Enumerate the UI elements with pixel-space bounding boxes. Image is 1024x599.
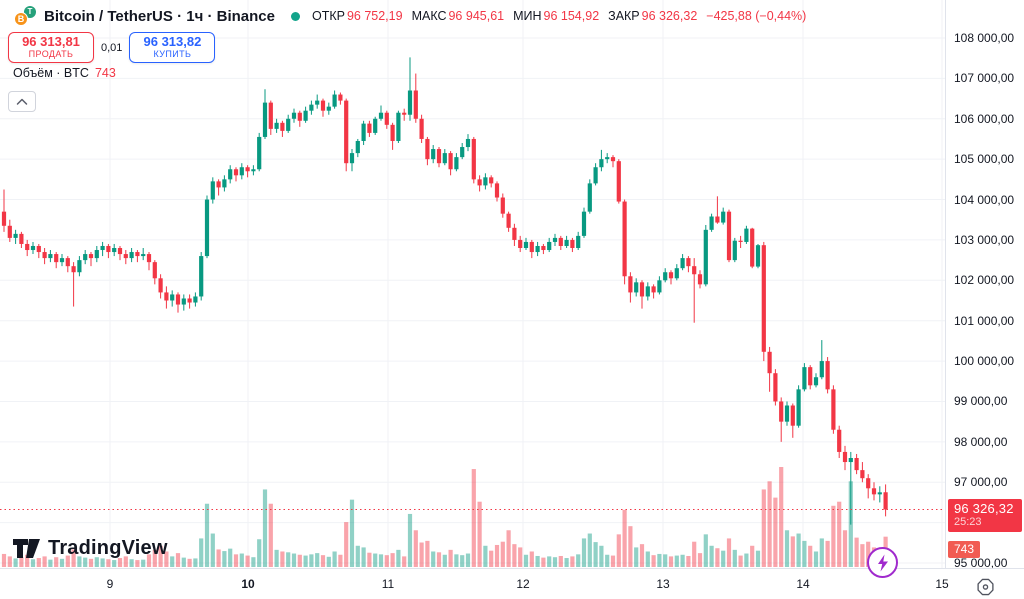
time-axis-label: 14 bbox=[796, 577, 810, 591]
sell-label: ПРОДАТЬ bbox=[28, 49, 74, 59]
sell-price: 96 313,81 bbox=[22, 34, 80, 49]
bar-countdown: 25:23 bbox=[954, 516, 982, 528]
price-axis-label: 98 000,00 bbox=[954, 434, 1008, 449]
ohlc-low: МИН 96 154,92 bbox=[513, 9, 600, 23]
time-axis-label: 11 bbox=[381, 577, 395, 591]
symbol-header: T B Bitcoin / TetherUS · 1ч · Binance ОТ… bbox=[13, 6, 806, 26]
tradingview-mark-icon bbox=[13, 539, 40, 558]
price-axis-label: 107 000,00 bbox=[954, 71, 1015, 86]
time-axis-label: 15 bbox=[935, 577, 949, 591]
volume-legend[interactable]: Объём · BTC 743 bbox=[13, 66, 116, 80]
price-axis-label: 97 000,00 bbox=[954, 475, 1008, 490]
sell-button[interactable]: 96 313,81 ПРОДАТЬ bbox=[8, 32, 94, 63]
legend-collapse-button[interactable] bbox=[8, 91, 36, 112]
time-axis-label: 13 bbox=[656, 577, 670, 591]
time-axis-label: 9 bbox=[106, 577, 114, 591]
ohlc-close: ЗАКР 96 326,32 bbox=[608, 9, 698, 23]
tradingview-wordmark: TradingView bbox=[48, 537, 168, 559]
chevron-up-icon bbox=[16, 98, 28, 105]
last-price-label: 96 326,32 25:23 bbox=[948, 499, 1022, 532]
market-status-dot-icon[interactable] bbox=[290, 11, 300, 21]
gear-icon bbox=[976, 578, 994, 596]
buy-price: 96 313,82 bbox=[143, 34, 202, 49]
volume-legend-value: 743 bbox=[94, 66, 116, 80]
price-axis-label: 106 000,00 bbox=[954, 111, 1015, 126]
volume-axis-label: 743 bbox=[948, 541, 981, 558]
buy-label: КУПИТЬ bbox=[153, 49, 192, 59]
symbol-title[interactable]: Bitcoin / TetherUS · 1ч · Binance bbox=[44, 7, 275, 25]
bitcoin-coin-icon: B bbox=[14, 12, 28, 26]
price-axis-label: 108 000,00 bbox=[954, 31, 1015, 45]
volume-series bbox=[1, 467, 888, 567]
boost-button[interactable] bbox=[867, 547, 898, 578]
price-axis-label: 101 000,00 bbox=[954, 313, 1015, 328]
tradingview-logo[interactable]: TradingView bbox=[13, 536, 168, 561]
buy-button[interactable]: 96 313,82 КУПИТЬ bbox=[129, 32, 216, 63]
ohlc-open: ОТКР 96 752,19 bbox=[311, 9, 403, 23]
time-axis-label: 10 bbox=[241, 577, 255, 591]
price-axis-label: 95 000,00 bbox=[954, 556, 1008, 570]
price-axis-label: 102 000,00 bbox=[954, 273, 1015, 288]
lightning-icon bbox=[877, 554, 888, 571]
pair-logo-icon: T B bbox=[13, 6, 37, 26]
time-axis[interactable]: 9 10 11 12 13 14 15 bbox=[0, 568, 1024, 599]
candlestick-chart-canvas[interactable] bbox=[0, 0, 945, 568]
price-axis-label: 100 000,00 bbox=[954, 354, 1015, 369]
price-change: −425,88 (−0,44%) bbox=[706, 9, 807, 23]
time-axis-label: 12 bbox=[516, 577, 530, 591]
spread-value: 0,01 bbox=[101, 41, 123, 54]
price-axis-label: 104 000,00 bbox=[954, 192, 1015, 207]
gridlines bbox=[0, 0, 945, 568]
candle-series bbox=[1, 57, 888, 525]
price-axis-label: 105 000,00 bbox=[954, 152, 1015, 167]
last-price-value: 96 326,32 bbox=[954, 501, 1014, 516]
axis-settings-button[interactable] bbox=[974, 577, 996, 597]
price-axis-label: 103 000,00 bbox=[954, 232, 1015, 247]
price-axis[interactable]: 108 000,00 107 000,00 106 000,00 105 000,00… bbox=[945, 0, 1024, 570]
ohlc-high: МАКС 96 945,61 bbox=[411, 9, 505, 23]
price-axis-label: 99 000,00 bbox=[954, 394, 1008, 409]
trade-panel: 96 313,81 ПРОДАТЬ 0,01 96 313,82 КУПИТЬ bbox=[8, 32, 216, 63]
volume-legend-label: Объём · BTC bbox=[13, 66, 89, 80]
